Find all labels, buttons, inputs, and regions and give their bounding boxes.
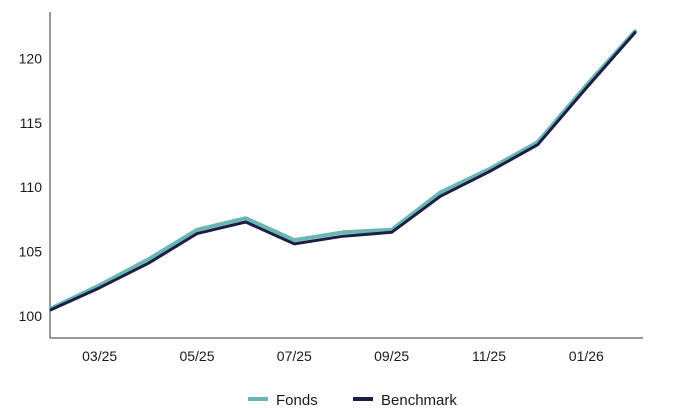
series-line-fonds <box>49 29 637 311</box>
y-tick-label: 110 <box>20 179 43 195</box>
legend-label-fonds: Fonds <box>276 392 318 408</box>
y-tick-label: 120 <box>19 50 43 66</box>
series-line-benchmark <box>49 31 637 312</box>
y-tick-labels: 100 105 110 115 120 <box>19 50 43 324</box>
x-tick-label: 07/25 <box>277 348 312 364</box>
y-tick-label: 115 <box>20 115 43 131</box>
y-tick-label: 100 <box>19 308 43 324</box>
legend-label-benchmark: Benchmark <box>381 392 457 408</box>
legend: Fonds Benchmark <box>248 392 457 408</box>
x-tick-label: 01/26 <box>569 348 604 364</box>
axes <box>49 12 643 339</box>
y-tick-label: 105 <box>19 244 43 260</box>
x-tick-labels: 03/25 05/25 07/25 09/25 11/25 01/26 <box>82 348 604 364</box>
x-tick-label: 03/25 <box>82 348 117 364</box>
series-lines <box>49 29 637 312</box>
x-tick-label: 09/25 <box>374 348 409 364</box>
x-tick-label: 11/25 <box>472 348 506 364</box>
x-tick-label: 05/25 <box>179 348 214 364</box>
